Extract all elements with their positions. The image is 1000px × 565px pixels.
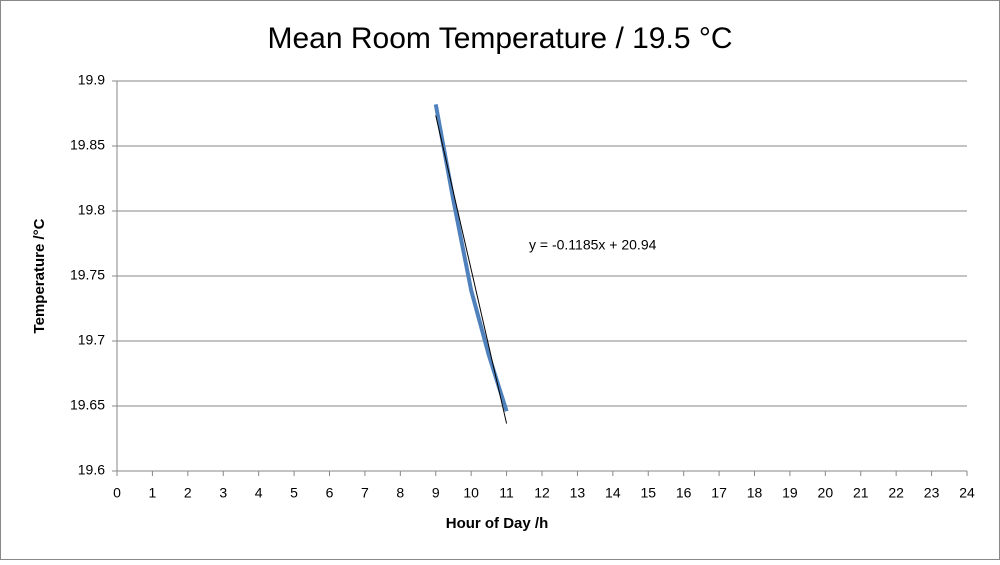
x-tick-label: 19 [782, 485, 798, 501]
x-tick-label: 24 [959, 485, 975, 501]
x-tick-label: 15 [640, 485, 656, 501]
x-tick-label: 11 [499, 485, 514, 501]
x-tick-label: 7 [361, 485, 369, 501]
x-tick-label: 23 [924, 485, 940, 501]
x-tick-label: 13 [570, 485, 586, 501]
x-tick-label: 5 [290, 485, 298, 501]
x-tick-label: 4 [255, 485, 263, 501]
x-tick-label: 2 [184, 485, 192, 501]
x-tick-label: 1 [149, 485, 157, 501]
chart-title: Mean Room Temperature / 19.5 °C [268, 22, 733, 55]
y-tick-label: 19.85 [70, 137, 105, 153]
x-axis-label: Hour of Day /h [446, 515, 549, 532]
x-tick-label: 8 [396, 485, 404, 501]
y-tick-label: 19.75 [70, 267, 105, 283]
y-tick-label: 19.6 [78, 462, 105, 478]
x-tick-label: 6 [326, 485, 334, 501]
x-tick-label: 18 [747, 485, 763, 501]
x-tick-label: 0 [113, 485, 121, 501]
x-tick-label: 22 [888, 485, 904, 501]
y-axis-label: Temperature /°C [31, 218, 48, 333]
x-tick-label: 3 [219, 485, 227, 501]
x-tick-label: 12 [534, 485, 550, 501]
y-tick-label: 19.8 [78, 202, 105, 218]
x-tick-label: 20 [818, 485, 834, 501]
y-tick-label: 19.7 [78, 332, 105, 348]
x-tick-label: 17 [711, 485, 727, 501]
x-tick-label: 10 [463, 485, 479, 501]
x-tick-label: 16 [676, 485, 692, 501]
annotation: y = -0.1185x + 20.94 [529, 237, 657, 253]
x-tick-label: 21 [853, 485, 869, 501]
x-tick-label: 9 [432, 485, 440, 501]
data-line [435, 115, 508, 424]
x-tick-label: 14 [605, 485, 621, 501]
y-tick-label: 19.9 [78, 72, 105, 88]
y-tick-label: 19.65 [70, 397, 105, 413]
